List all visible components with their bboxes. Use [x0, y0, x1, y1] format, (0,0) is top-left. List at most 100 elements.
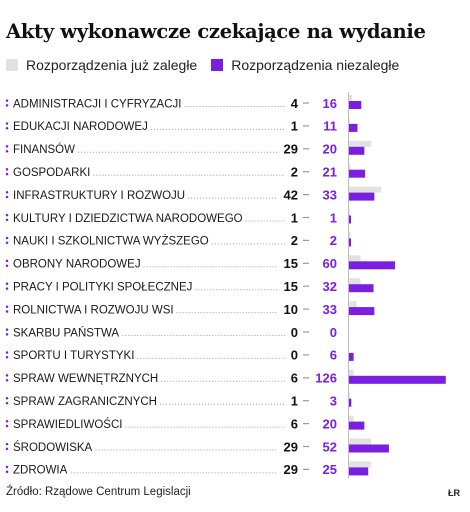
- row-marker-dot: [5, 328, 9, 331]
- category-label: INFRASTRUKTURY I ROZWOJU: [13, 190, 185, 202]
- row-marker-dot: [5, 149, 9, 153]
- overdue-value-label: 29: [284, 142, 298, 157]
- row-marker-dot: [5, 168, 9, 171]
- row-marker-dot: [5, 424, 9, 428]
- not-overdue-bar: [349, 467, 369, 476]
- row-marker-dot: [5, 397, 9, 400]
- category-label: SKARBU PAŃSTWA: [13, 326, 119, 339]
- category-label: SPORTU I TURYSTYKI: [13, 350, 134, 362]
- row-marker-dot: [5, 401, 9, 405]
- category-label: PRACY I POLITYKI SPOŁECZNEJ: [13, 282, 192, 294]
- row-marker-dot: [5, 99, 9, 102]
- category-label: NAUKI I SZKOLNICTWA WYŻSZEGO: [13, 235, 209, 248]
- not-overdue-value-label: 2: [330, 233, 337, 248]
- row-marker-dot: [5, 419, 9, 423]
- category-label: GOSPODARKI: [13, 167, 90, 179]
- legend-label-overdue: Rozporządzenia już zaległe: [26, 57, 198, 73]
- not-overdue-bar: [349, 146, 365, 155]
- not-overdue-bar: [349, 261, 396, 270]
- not-overdue-value-label: 0: [330, 325, 337, 340]
- source-note: Źródło: Rządowe Centrum Legislacji: [6, 486, 191, 498]
- overdue-value-label: 0: [291, 325, 298, 340]
- row-marker-dot: [5, 259, 9, 263]
- category-label: ŚRODOWISKA: [13, 441, 93, 454]
- row-marker-dot: [5, 310, 9, 313]
- row-marker-dot: [5, 287, 9, 290]
- overdue-bar: [349, 301, 357, 308]
- not-overdue-bar: [349, 352, 354, 361]
- overdue-value-label: 0: [291, 348, 298, 363]
- not-overdue-value-label: 126: [315, 371, 337, 386]
- overdue-bar: [349, 117, 350, 124]
- row-marker-dot: [5, 264, 9, 267]
- not-overdue-bar: [349, 238, 351, 247]
- legend: Rozporządzenia już zaległe Rozporządzeni…: [6, 55, 399, 75]
- category-label: SPRAW WEWNĘTRZNYCH: [13, 373, 158, 385]
- not-overdue-value-label: 25: [323, 462, 337, 477]
- not-overdue-value-label: 33: [323, 302, 337, 317]
- not-overdue-bar: [349, 398, 352, 407]
- not-overdue-bar: [349, 169, 366, 178]
- not-overdue-value-label: 21: [323, 165, 337, 180]
- category-label: ZDROWIA: [13, 465, 68, 477]
- overdue-bar: [349, 163, 351, 170]
- overdue-bar: [349, 140, 372, 147]
- overdue-bar: [349, 186, 382, 193]
- not-overdue-bar: [349, 101, 362, 109]
- overdue-bar: [349, 461, 372, 468]
- overdue-value-label: 4: [291, 96, 299, 111]
- not-overdue-value-label: 20: [323, 142, 337, 157]
- row-marker-dot: [5, 218, 9, 222]
- chart-title: Akty wykonawcze czekające na wydanie: [6, 20, 426, 43]
- row-marker-dot: [5, 172, 9, 176]
- legend-swatch-not-overdue: [211, 59, 224, 71]
- category-label: SPRAWIEDLIWOŚCI: [13, 418, 122, 431]
- overdue-value-label: 1: [291, 119, 298, 134]
- overdue-value-label: 2: [291, 165, 298, 180]
- row-marker-dot: [5, 104, 9, 107]
- not-overdue-value-label: 6: [330, 348, 337, 363]
- overdue-bar: [349, 278, 361, 285]
- overdue-bar: [349, 95, 353, 101]
- not-overdue-bar: [349, 284, 374, 293]
- row-marker-dot: [5, 190, 9, 194]
- not-overdue-bar: [349, 444, 389, 453]
- not-overdue-value-label: 16: [323, 96, 337, 111]
- row-marker-dot: [5, 470, 9, 474]
- not-overdue-value-label: 3: [330, 394, 337, 409]
- row-marker-dot: [5, 442, 9, 446]
- row-marker-dot: [5, 333, 9, 336]
- row-marker-dot: [5, 356, 9, 359]
- overdue-value-label: 15: [284, 256, 298, 271]
- overdue-bar: [349, 255, 361, 262]
- not-overdue-bar: [349, 307, 375, 316]
- row-marker-dot: [5, 195, 9, 199]
- not-overdue-value-label: 60: [323, 256, 337, 271]
- row-marker-dot: [5, 145, 9, 148]
- overdue-value-label: 29: [284, 462, 298, 477]
- overdue-value-label: 1: [291, 210, 298, 225]
- category-label: EDUKACJI NARODOWEJ: [13, 121, 148, 133]
- overdue-bar: [349, 209, 350, 216]
- category-label: OBRONY NARODOWEJ: [13, 259, 141, 271]
- overdue-value-label: 10: [284, 302, 298, 317]
- not-overdue-bar: [349, 375, 446, 384]
- not-overdue-value-label: 1: [330, 210, 337, 225]
- row-marker-dot: [5, 378, 9, 382]
- category-label: FINANSÓW: [13, 143, 75, 156]
- row-marker-dot: [5, 465, 9, 469]
- not-overdue-value-label: 52: [323, 439, 337, 454]
- not-overdue-bar: [349, 421, 365, 430]
- overdue-bar: [349, 392, 350, 399]
- not-overdue-value-label: 32: [323, 279, 337, 294]
- not-overdue-value-label: 20: [323, 416, 337, 431]
- category-label: KULTURY I DZIEDZICTWA NARODOWEGO: [13, 213, 243, 225]
- category-label: ADMINISTRACJI I CYFRYZACJI: [13, 98, 181, 110]
- overdue-value-label: 15: [284, 279, 298, 294]
- row-marker-dot: [5, 236, 9, 240]
- row-marker-dot: [5, 241, 9, 245]
- category-label: ROLNICTWA I ROZWOJU WSI: [13, 304, 174, 316]
- overdue-value-label: 6: [291, 416, 298, 431]
- legend-label-not-overdue: Rozporządzenia niezaległe: [231, 57, 400, 73]
